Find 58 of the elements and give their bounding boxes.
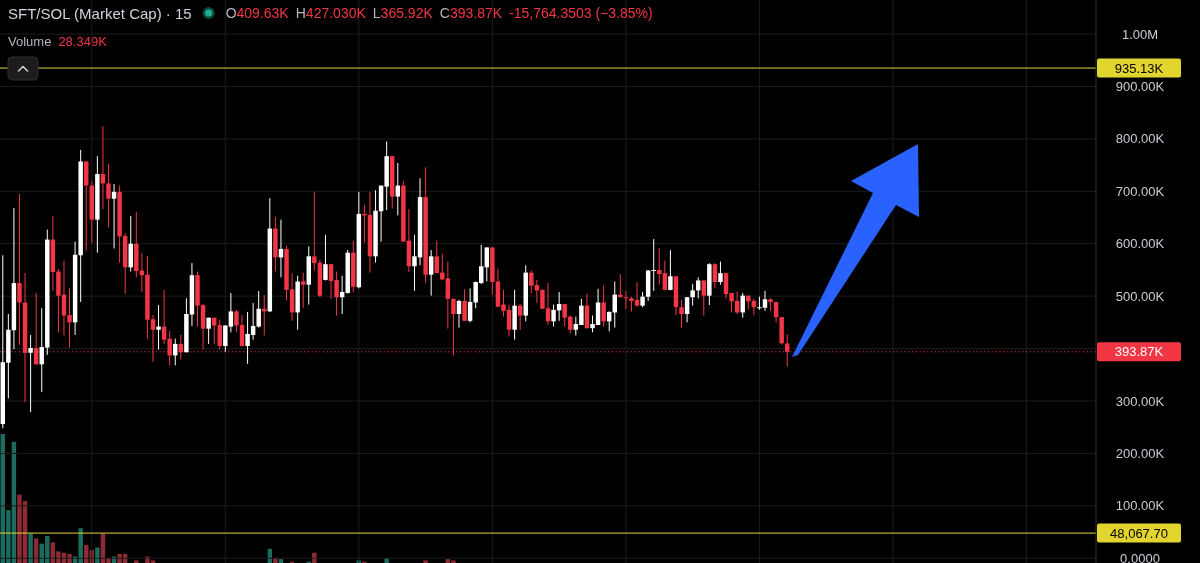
candlestick bbox=[695, 276, 701, 299]
candlestick bbox=[718, 261, 723, 286]
candlestick bbox=[601, 285, 606, 328]
candlestick bbox=[323, 234, 328, 281]
candlestick bbox=[690, 283, 695, 307]
candlestick bbox=[551, 304, 556, 328]
y-tick-label: 700.00K bbox=[1115, 183, 1165, 199]
candlestick bbox=[740, 292, 745, 319]
candlestick bbox=[462, 288, 467, 322]
ref-line-label: 935.13K bbox=[1114, 60, 1164, 76]
candlestick bbox=[28, 334, 33, 413]
bar bbox=[423, 560, 428, 563]
annotation: C393.87K bbox=[439, 5, 503, 21]
candlestick bbox=[156, 304, 161, 351]
annotation: H427.030K bbox=[295, 5, 367, 21]
bar bbox=[312, 552, 317, 563]
candlestick bbox=[701, 279, 706, 317]
candlestick bbox=[211, 317, 217, 345]
candlestick bbox=[312, 191, 317, 271]
candlestick bbox=[623, 290, 629, 310]
candlestick bbox=[456, 299, 462, 329]
annotation: 28.349K bbox=[58, 33, 108, 49]
y-tick-label: 300.00K bbox=[1115, 393, 1165, 409]
bar bbox=[134, 560, 139, 563]
candlestick bbox=[17, 193, 22, 346]
candlestick bbox=[111, 183, 117, 249]
bar bbox=[28, 533, 33, 563]
bar bbox=[278, 559, 284, 563]
bar bbox=[95, 547, 100, 563]
ref-line-label: 393.87K bbox=[1114, 344, 1164, 360]
ref-line-label: 48,067.70 bbox=[1110, 525, 1168, 541]
candlestick bbox=[668, 249, 673, 291]
candlestick bbox=[662, 260, 668, 291]
candlestick bbox=[684, 296, 690, 323]
y-tick-label: 100.00K bbox=[1115, 498, 1165, 514]
chart-title: SFT/SOL (Market Cap) · 15 bbox=[8, 4, 192, 22]
chart-title: Volume bbox=[8, 33, 52, 49]
y-tick-label: 900.00K bbox=[1115, 78, 1165, 94]
candlestick bbox=[467, 287, 473, 323]
candlestick bbox=[484, 246, 490, 282]
candlestick bbox=[106, 163, 111, 229]
y-tick-label: 800.00K bbox=[1115, 131, 1165, 147]
y-tick-label: 200.00K bbox=[1115, 445, 1165, 461]
y-tick-label: 1.00M bbox=[1121, 26, 1159, 42]
candlestick bbox=[428, 249, 434, 297]
annotation: -15,764.3503 (−3.85%) bbox=[509, 5, 653, 21]
candlestick bbox=[395, 162, 401, 216]
candlestick bbox=[679, 299, 684, 329]
candlestick bbox=[712, 262, 718, 289]
candlestick bbox=[206, 317, 211, 345]
candlestick bbox=[517, 303, 523, 331]
candlestick bbox=[217, 319, 222, 351]
y-tick-label: 500.00K bbox=[1115, 288, 1165, 304]
annotation: O409.63K bbox=[225, 5, 290, 21]
y-tick-label: 0.0000 bbox=[1120, 550, 1160, 563]
y-tick-label: 600.00K bbox=[1115, 236, 1165, 252]
annotation: L365.92K bbox=[372, 5, 434, 21]
candlestick bbox=[434, 240, 439, 274]
